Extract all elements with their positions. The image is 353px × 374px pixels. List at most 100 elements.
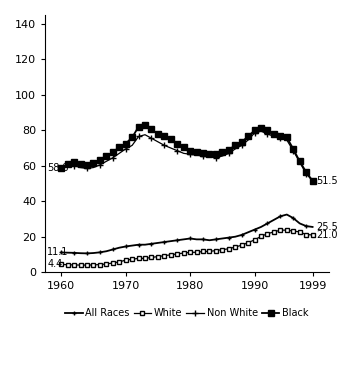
White [91,263,96,267]
Non White [181,151,186,156]
White [304,232,308,237]
Black [207,152,211,156]
All Races [98,250,102,255]
All Races [72,251,76,255]
Black [78,162,83,166]
All Races [124,244,128,249]
Non White [188,152,192,156]
All Races [259,225,263,229]
All Races [78,251,83,255]
Non White [259,129,263,134]
Non White [66,165,70,169]
White [149,255,154,260]
White [278,228,282,232]
Non White [117,151,121,156]
Black [175,141,179,146]
All Races [285,212,289,217]
Black [156,132,160,136]
Non White [124,147,128,151]
Black [259,125,263,130]
All Races [59,250,64,255]
Non White [130,143,134,148]
Black [181,145,186,149]
White [175,252,179,256]
White [169,252,173,257]
All Races [188,236,192,241]
Line: Black: Black [59,122,315,184]
White [214,248,218,253]
Non White [104,159,108,163]
Black [252,128,257,132]
White [195,250,199,255]
White [130,257,134,261]
All Races [85,251,89,255]
Black [310,179,315,183]
Non White [246,138,250,142]
All Races [169,239,173,243]
White [59,262,64,267]
Non White [291,148,295,153]
Line: Non White: Non White [59,128,315,184]
White [143,256,147,261]
Line: All Races: All Races [59,212,315,256]
All Races [272,218,276,222]
Black [195,150,199,155]
Non White [233,147,237,151]
Non White [156,140,160,144]
Non White [201,154,205,158]
Black [304,170,308,174]
Non White [143,132,147,137]
Black [169,137,173,141]
Non White [310,179,315,183]
All Races [227,235,231,240]
Non White [220,154,225,158]
All Races [181,237,186,242]
Black [111,150,115,155]
All Races [246,230,250,234]
White [259,234,263,239]
White [201,249,205,254]
All Races [111,247,115,252]
Non White [285,138,289,142]
Black [72,160,76,165]
Black [137,125,141,129]
Non White [59,166,64,170]
White [98,262,102,267]
Black [124,141,128,146]
White [285,228,289,232]
Non White [111,156,115,160]
All Races [195,237,199,242]
All Races [104,249,108,254]
Black [117,145,121,149]
Black [233,143,237,148]
Black [240,140,244,144]
White [111,261,115,265]
Non White [149,136,154,141]
All Races [278,214,282,218]
Non White [272,134,276,139]
All Races [162,240,167,244]
White [227,246,231,251]
White [220,248,225,252]
Text: 4.4: 4.4 [47,260,62,269]
White [66,263,70,267]
Text: 21.0: 21.0 [316,230,337,240]
All Races [233,234,237,239]
White [233,245,237,249]
Non White [98,163,102,167]
White [188,250,192,255]
Non White [227,151,231,156]
Non White [240,143,244,148]
All Races [298,221,302,226]
All Races [240,233,244,237]
Black [85,163,89,167]
Non White [85,166,89,171]
Non White [162,143,167,148]
Text: 25.5: 25.5 [316,222,337,232]
Non White [78,165,83,170]
White [72,263,76,267]
All Races [265,221,270,226]
Black [278,134,282,138]
White [207,249,211,254]
Black [227,148,231,152]
